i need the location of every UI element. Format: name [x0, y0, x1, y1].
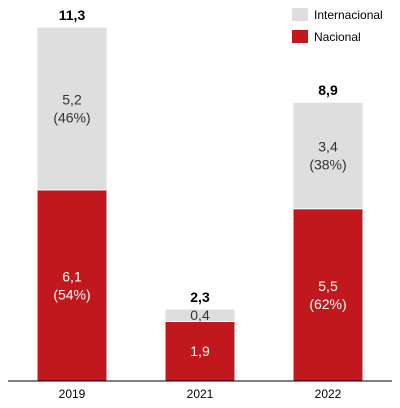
- value-label-2019-internacional: 5,2: [62, 91, 82, 107]
- total-label-2022: 8,9: [318, 82, 338, 98]
- legend-swatch-nacional: [292, 30, 308, 43]
- bar-2019-internacional: [36, 26, 108, 191]
- value-label-2022-nacional: 5,5: [318, 278, 338, 294]
- x-tick-label-2019: 2019: [59, 387, 86, 401]
- percent-label-2022-nacional: (62%): [309, 296, 346, 312]
- value-label-2021-internacional: 0,4: [190, 307, 210, 323]
- total-label-2021: 2,3: [190, 289, 210, 305]
- x-tick-label-2022: 2022: [315, 387, 342, 401]
- legend-swatch-internacional: [292, 8, 308, 21]
- legend-label-internacional: Internacional: [314, 8, 383, 22]
- value-label-2021-nacional: 1,9: [190, 343, 210, 359]
- legend: Internacional Nacional: [292, 8, 383, 44]
- percent-label-2019-internacional: (46%): [53, 109, 90, 125]
- legend-label-nacional: Nacional: [314, 30, 361, 44]
- bar-2019-nacional: [36, 189, 108, 382]
- bar-2022-internacional: [292, 101, 364, 210]
- value-label-2022-internacional: 3,4: [318, 138, 338, 154]
- percent-label-2022-internacional: (38%): [309, 156, 346, 172]
- percent-label-2019-nacional: (54%): [53, 286, 90, 302]
- value-label-2019-nacional: 6,1: [62, 268, 82, 284]
- bar-2021-internacional: [164, 308, 236, 322]
- bars-group: 6,1 (54%) 5,2 (46%) 11,3 2019 1,9 0,4 2,3 2021 5,5…: [36, 7, 364, 401]
- bar-2021-nacional: [164, 320, 236, 382]
- bar-2022-nacional: [292, 208, 364, 382]
- x-tick-label-2021: 2021: [187, 387, 214, 401]
- total-label-2019: 11,3: [59, 7, 86, 23]
